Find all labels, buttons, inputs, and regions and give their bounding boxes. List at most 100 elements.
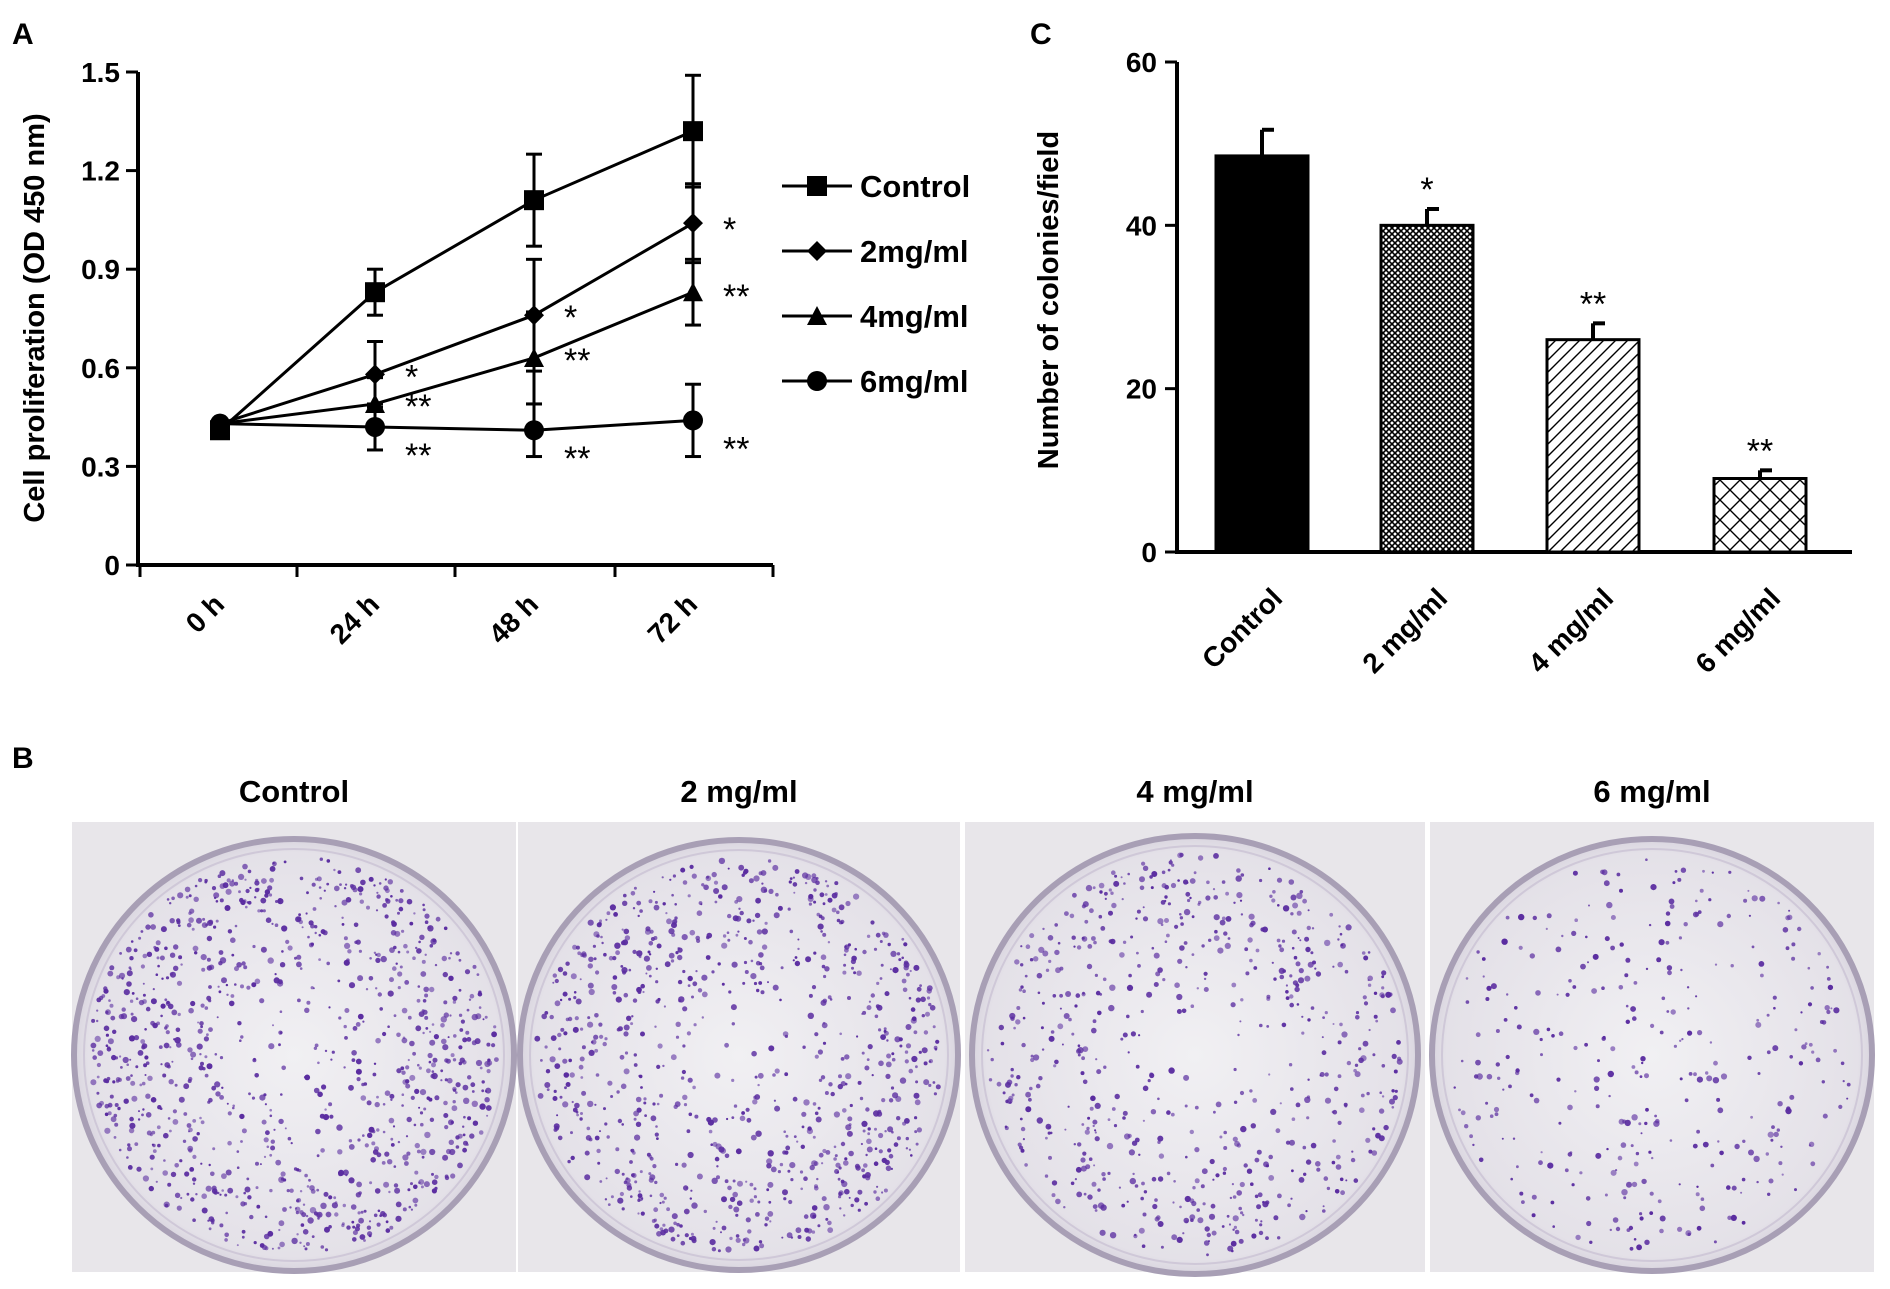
colony-dot [1668,898,1675,905]
colony-dot [1048,959,1052,964]
colony-dot [1080,1157,1086,1163]
colony-dot [188,894,192,898]
colony-dot [271,922,274,926]
colony-dot [458,988,462,992]
colony-dot [1081,904,1086,909]
colony-dot [252,944,256,949]
colony-dot [866,934,871,938]
colony-dot [1084,919,1089,924]
colony-dot [241,1128,247,1134]
colony-dot [395,898,399,902]
colony-dot [246,985,251,990]
colony-dot [901,937,905,941]
colony-dot [1224,942,1231,950]
colony-dot [447,1036,450,1039]
colony-dot [114,1056,119,1060]
colony-dot [299,967,303,970]
colony-dot [925,1011,930,1017]
colony-dot [1714,963,1718,966]
colony-dot [640,1086,643,1089]
colony-dot [1091,1027,1097,1034]
colony-dot [670,1236,676,1242]
colony-dot [792,1096,798,1102]
colony-dot [1333,1086,1339,1092]
dish-rim [1429,836,1875,1274]
dish-inner-rim [1441,848,1863,1262]
colony-dot [746,1117,752,1123]
colony-dot [755,897,761,904]
colony-dot [138,936,142,940]
colony-dot [120,1066,123,1069]
colony-dot [1693,1072,1697,1077]
colony-dot [1135,1064,1140,1069]
colony-dot [306,1000,311,1005]
colony-dot [1157,918,1164,925]
colony-dot [387,990,394,997]
colony-dot [1258,1230,1264,1236]
colony-dot [1339,1022,1343,1027]
colony-dot [1680,867,1687,873]
colony-dot [724,1179,729,1184]
colony-dot [382,1103,386,1106]
data-point-circle [210,413,230,434]
colony-dot [187,1145,194,1152]
colony-dot [1167,868,1171,872]
colony-dot [1826,1009,1831,1015]
colony-dot [1189,1198,1195,1204]
colony-dot [1276,938,1281,943]
colony-dot [802,1045,806,1049]
colony-dot [1306,1116,1310,1120]
colony-dot [1227,937,1231,940]
colony-dot [96,1062,101,1068]
colony-dot [432,1057,438,1063]
colony-dot [652,1102,656,1106]
colony-dot [1277,1236,1281,1240]
colony-dot [654,1025,657,1028]
colony-dot [773,1099,777,1102]
colony-dot [1242,1213,1245,1217]
colony-dot [112,1080,116,1084]
colony-dot [418,940,421,944]
colony-dot [644,1114,647,1117]
colony-dot [1571,1183,1575,1187]
colony-dot [879,940,883,943]
colony-dot [271,1247,274,1250]
colony-dot [935,1084,941,1090]
colony-dot [1713,1060,1718,1066]
colony-dot [891,1052,895,1056]
colony-dot [1289,974,1293,978]
data-point-triangle [683,282,703,302]
colony-dot [837,1083,843,1090]
colony-dot [462,1037,468,1043]
colony-dot [1772,995,1777,1000]
colony-dot [1082,991,1085,995]
colony-dot [376,1128,380,1132]
colony-dot [847,996,851,1000]
colony-dot [301,1212,307,1218]
colony-dot [663,1196,667,1200]
colony-dot [370,1157,377,1163]
colony-dot [396,1032,401,1038]
colony-dot [1127,872,1130,876]
colony-dot [423,986,430,993]
colony-dot [347,949,352,954]
colony-dot [1087,944,1093,949]
colony-dot [323,889,326,892]
colony-dot [1472,1143,1475,1147]
colony-dot [575,945,580,950]
colony-dot [1481,957,1486,961]
colony-dot [1054,923,1058,927]
colony-dot [269,1188,273,1193]
colony-dot [1801,1044,1807,1050]
colony-dot [407,1188,411,1192]
colony-dot [1821,1020,1827,1025]
colony-dot [1699,1205,1706,1212]
colony-dot [360,1095,367,1101]
colony-dot [376,952,381,958]
colony-dot [854,947,857,951]
colony-dot [659,1201,662,1205]
colony-dot [576,1113,579,1117]
colony-dot [1239,1020,1242,1023]
colony-dot [142,1108,145,1111]
colony-dot [1651,1156,1654,1160]
